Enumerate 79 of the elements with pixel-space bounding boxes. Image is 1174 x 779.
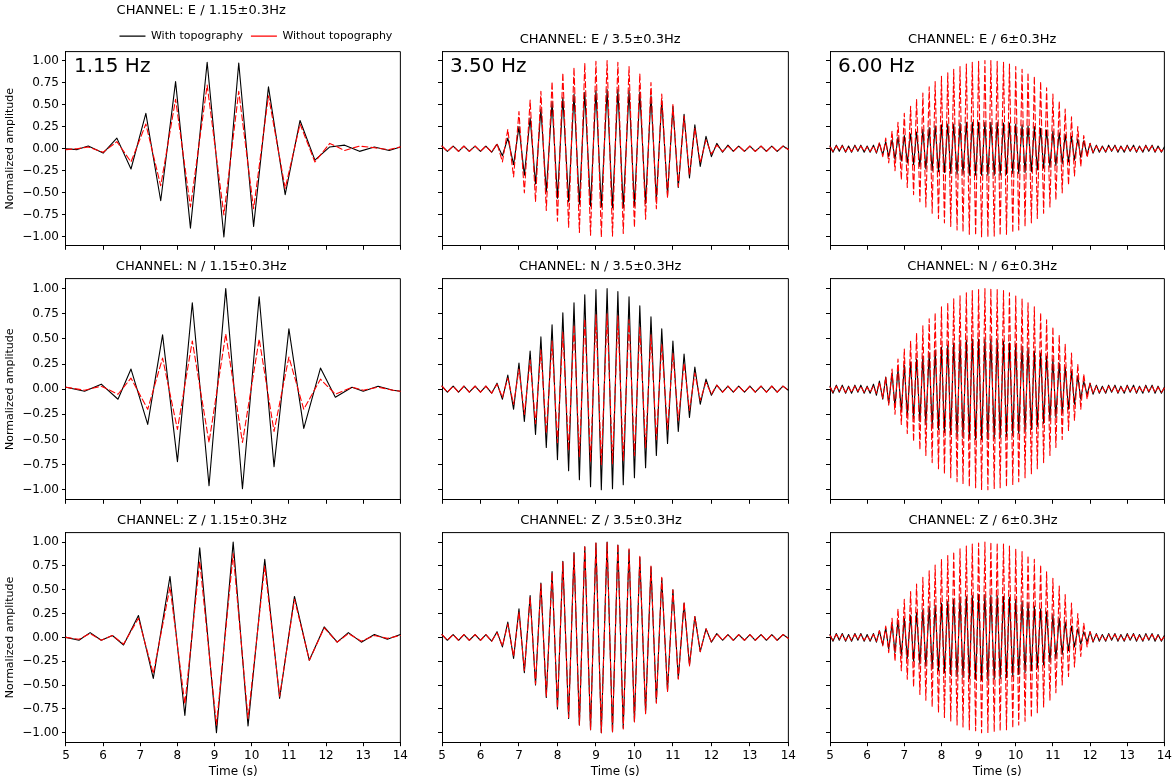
y-axis-title: Normalized amplitude [3, 576, 17, 699]
x-tick-label: 13 [742, 747, 758, 762]
x-tick-label: 9 [592, 747, 600, 762]
x-tick-label: 9 [210, 747, 219, 762]
x-tick-label: 12 [1082, 747, 1098, 762]
y-tick-label: −0.75 [22, 700, 59, 715]
y-tick-label: 0.25 [32, 605, 59, 620]
line-series [65, 84, 401, 216]
y-tick-label: 0.75 [32, 74, 59, 89]
x-tick-label: 11 [281, 747, 297, 762]
y-tick-label: 0.00 [32, 629, 59, 644]
y-tick-label: 0.25 [32, 118, 59, 133]
y-tick-label: −1.00 [22, 229, 59, 244]
y-axis-title: Normalized amplitude [3, 328, 17, 450]
y-tick-label: 0.00 [32, 381, 59, 396]
x-tick-label: 6 [863, 747, 871, 762]
x-axis-title: Time (s) [589, 763, 640, 778]
chart-title: CHANNEL: Z / 3.5±0.3Hz [520, 512, 682, 528]
y-tick-label: −0.25 [22, 406, 59, 421]
y-tick-label: −0.50 [22, 184, 59, 199]
y-tick-label: −0.75 [22, 207, 59, 222]
y-tick-label: −0.25 [22, 653, 59, 668]
x-axis-title: Time (s) [207, 763, 258, 778]
x-tick-label: 11 [1045, 747, 1061, 762]
x-tick-label: 10 [1008, 747, 1024, 762]
y-tick-label: −0.25 [22, 162, 59, 177]
y-tick-label: 0.75 [32, 558, 59, 573]
x-tick-label: 5 [62, 747, 70, 762]
y-tick-label: 0.50 [32, 331, 59, 346]
legend-label: With topography [150, 28, 244, 42]
x-tick-label: 6 [99, 747, 107, 762]
chart-title: CHANNEL: Z / 6±0.3Hz [908, 512, 1058, 528]
x-tick-label: 8 [173, 747, 182, 762]
x-tick-label: 10 [244, 747, 260, 762]
chart-title: CHANNEL: E / 3.5±0.3Hz [519, 31, 681, 47]
chart-title: CHANNEL: N / 3.5±0.3Hz [519, 258, 682, 274]
x-tick-label: 7 [900, 747, 909, 762]
x-tick-label: 8 [937, 747, 946, 762]
x-axis-title: Time (s) [971, 763, 1022, 778]
x-tick-label: 11 [665, 747, 681, 762]
x-tick-label: 5 [826, 747, 834, 762]
chart-title: CHANNEL: N / 1.15±0.3Hz [115, 258, 287, 274]
y-tick-label: −1.00 [22, 724, 59, 739]
x-tick-label: 13 [1119, 747, 1135, 762]
annotation: 3.50 Hz [450, 52, 527, 77]
y-tick-label: −0.50 [22, 677, 59, 692]
x-tick-label: 12 [703, 747, 720, 762]
chart-title: CHANNEL: Z / 1.15±0.3Hz [117, 512, 288, 528]
y-tick-label: 0.50 [32, 96, 59, 111]
x-tick-label: 13 [355, 747, 371, 762]
annotation: 6.00 Hz [838, 52, 915, 77]
legend-label: Without topography [282, 28, 393, 42]
x-tick-label: 7 [136, 747, 145, 762]
annotation: 1.15 Hz [73, 52, 151, 77]
x-tick-label: 14 [1156, 747, 1173, 762]
y-tick-label: 0.50 [32, 581, 59, 596]
x-tick-label: 10 [626, 747, 643, 762]
x-tick-label: 8 [553, 747, 562, 762]
x-tick-label: 14 [780, 747, 797, 762]
y-tick-label: −1.00 [22, 481, 59, 496]
x-tick-label: 14 [392, 747, 409, 762]
y-tick-label: 1.00 [32, 52, 59, 67]
chart-title: CHANNEL: N / 6±0.3Hz [907, 258, 1058, 274]
y-tick-label: 1.00 [32, 280, 59, 295]
y-tick-label: −0.75 [22, 456, 59, 471]
y-axis-title: Normalized amplitude [3, 87, 17, 210]
y-tick-label: 0.25 [32, 356, 59, 371]
y-tick-label: 1.00 [32, 534, 59, 549]
x-tick-label: 7 [515, 747, 523, 762]
y-tick-label: −0.50 [22, 431, 59, 446]
chart-title: CHANNEL: E / 6±0.3Hz [907, 31, 1057, 47]
x-tick-label: 5 [438, 747, 446, 762]
x-tick-label: 6 [476, 747, 485, 762]
line-series [65, 333, 401, 444]
chart-title: CHANNEL: E / 1.15±0.3Hz [116, 2, 286, 18]
y-tick-label: 0.75 [32, 305, 59, 320]
y-tick-label: 0.00 [32, 140, 59, 155]
x-tick-label: 9 [974, 747, 983, 762]
x-tick-label: 12 [318, 747, 334, 762]
